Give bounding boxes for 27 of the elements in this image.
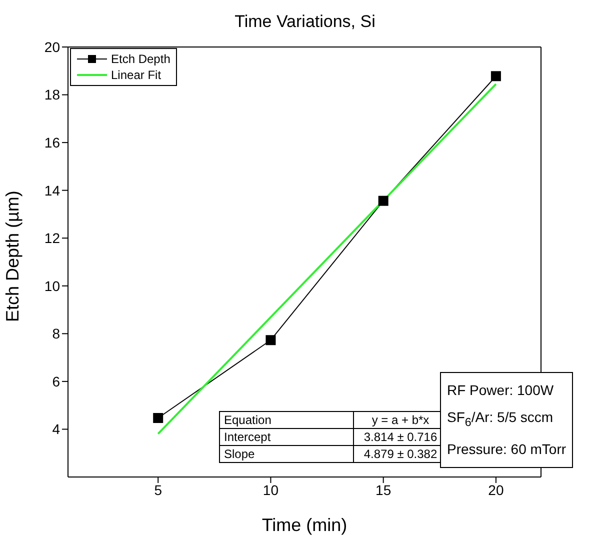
annotation: Slope — [220, 445, 354, 462]
x-axis-title: Time (min) — [262, 515, 348, 535]
y-tick-label: 18 — [44, 86, 60, 103]
y-tick-label: 14 — [44, 182, 60, 198]
y-tick-label: 16 — [44, 134, 60, 151]
y-tick-label: 20 — [44, 38, 60, 55]
chart-title: Time Variations, Si — [234, 12, 376, 32]
legend-label: Etch Depth — [111, 52, 170, 66]
legend-label: Linear Fit — [111, 68, 162, 82]
annotation: y = a + b*x — [370, 412, 430, 428]
annotation: Pressure: 60 mTorr — [447, 440, 566, 459]
y-tick-label: 12 — [44, 230, 60, 246]
y-tick-label: 10 — [44, 278, 60, 294]
x-tick-label: 5 — [154, 482, 162, 498]
annotation: 4.879 ± 0.382 — [354, 445, 447, 462]
y-tick-label: 4 — [52, 421, 60, 438]
annotation: Intercept — [220, 428, 354, 445]
annotation: 3.814 ± 0.716 — [354, 428, 447, 445]
y-tick-label: 6 — [52, 373, 60, 390]
annotation: Equation — [220, 412, 354, 428]
y-axis-title: Etch Depth (µm) — [2, 190, 22, 322]
x-tick-label: 10 — [262, 482, 279, 498]
x-tick-label: 20 — [488, 482, 504, 498]
y-tick-label: 8 — [52, 326, 60, 342]
annotation: RF Power: 100W — [447, 381, 555, 400]
annotation: SF$_{6}$/Ar: 5/5 sccm — [447, 408, 554, 431]
x-tick-label: 15 — [376, 482, 392, 498]
